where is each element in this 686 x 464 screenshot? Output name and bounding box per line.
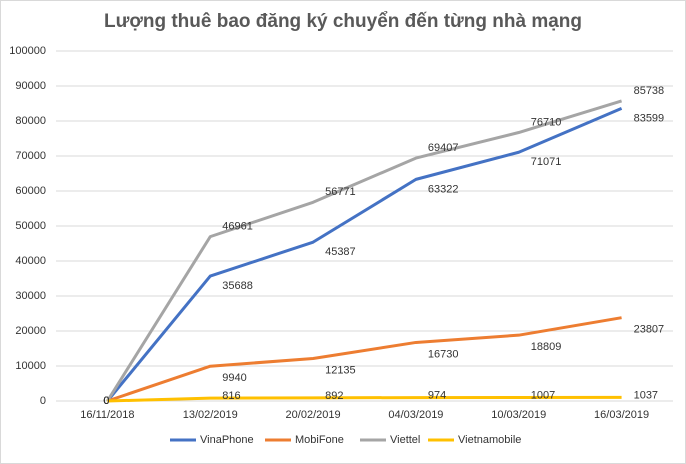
data-label: 1007 [531, 389, 555, 401]
data-label: 35688 [222, 280, 253, 292]
y-tick-label: 10000 [15, 360, 46, 372]
y-tick-label: 90000 [15, 80, 46, 92]
legend-label: Vietnamobile [458, 434, 521, 446]
data-label: 0 [103, 395, 109, 407]
data-label: 76710 [531, 116, 562, 128]
data-label: 892 [325, 390, 343, 402]
data-label: 0 [103, 395, 109, 407]
data-label: 83599 [634, 112, 665, 124]
legend-label: VinaPhone [200, 434, 254, 446]
y-tick-label: 40000 [15, 255, 46, 267]
data-label: 974 [428, 389, 446, 401]
data-label: 85738 [634, 85, 665, 97]
data-label: 71071 [531, 156, 562, 168]
y-tick-label: 30000 [15, 290, 46, 302]
data-label: 46961 [222, 221, 253, 233]
data-label: 63322 [428, 183, 459, 195]
legend-label: Viettel [390, 434, 420, 446]
data-label: 1037 [634, 389, 658, 401]
series-line [106, 316, 622, 403]
data-label: 23807 [634, 324, 665, 336]
data-label: 56771 [325, 186, 356, 198]
y-tick-label: 60000 [15, 185, 46, 197]
data-label: 69407 [428, 142, 459, 154]
data-label: 45387 [325, 246, 356, 258]
legend-label: MobiFone [295, 434, 344, 446]
data-label: 816 [222, 390, 240, 402]
x-tick-label: 16/03/2019 [594, 409, 649, 421]
x-tick-label: 04/03/2019 [388, 409, 443, 421]
y-tick-label: 100000 [9, 45, 46, 57]
series-line [106, 99, 623, 402]
data-label: 9940 [222, 372, 246, 384]
data-label: 16730 [428, 348, 459, 360]
data-label: 0 [103, 395, 109, 407]
x-tick-label: 20/02/2019 [286, 409, 341, 421]
series-line [106, 107, 623, 402]
x-tick-label: 16/11/2018 [80, 409, 134, 421]
data-label: 18809 [531, 341, 562, 353]
chart-title: Lượng thuê bao đăng ký chuyển đến từng n… [104, 11, 582, 32]
data-label: 12135 [325, 364, 356, 376]
data-label: 0 [103, 395, 109, 407]
y-tick-label: 80000 [15, 115, 46, 127]
y-tick-label: 0 [40, 395, 46, 407]
y-tick-label: 20000 [15, 325, 46, 337]
y-tick-label: 70000 [15, 150, 46, 162]
series-line [107, 395, 622, 403]
x-tick-label: 10/03/2019 [491, 409, 546, 421]
x-tick-label: 13/02/2019 [183, 409, 238, 421]
y-tick-label: 50000 [15, 220, 46, 232]
